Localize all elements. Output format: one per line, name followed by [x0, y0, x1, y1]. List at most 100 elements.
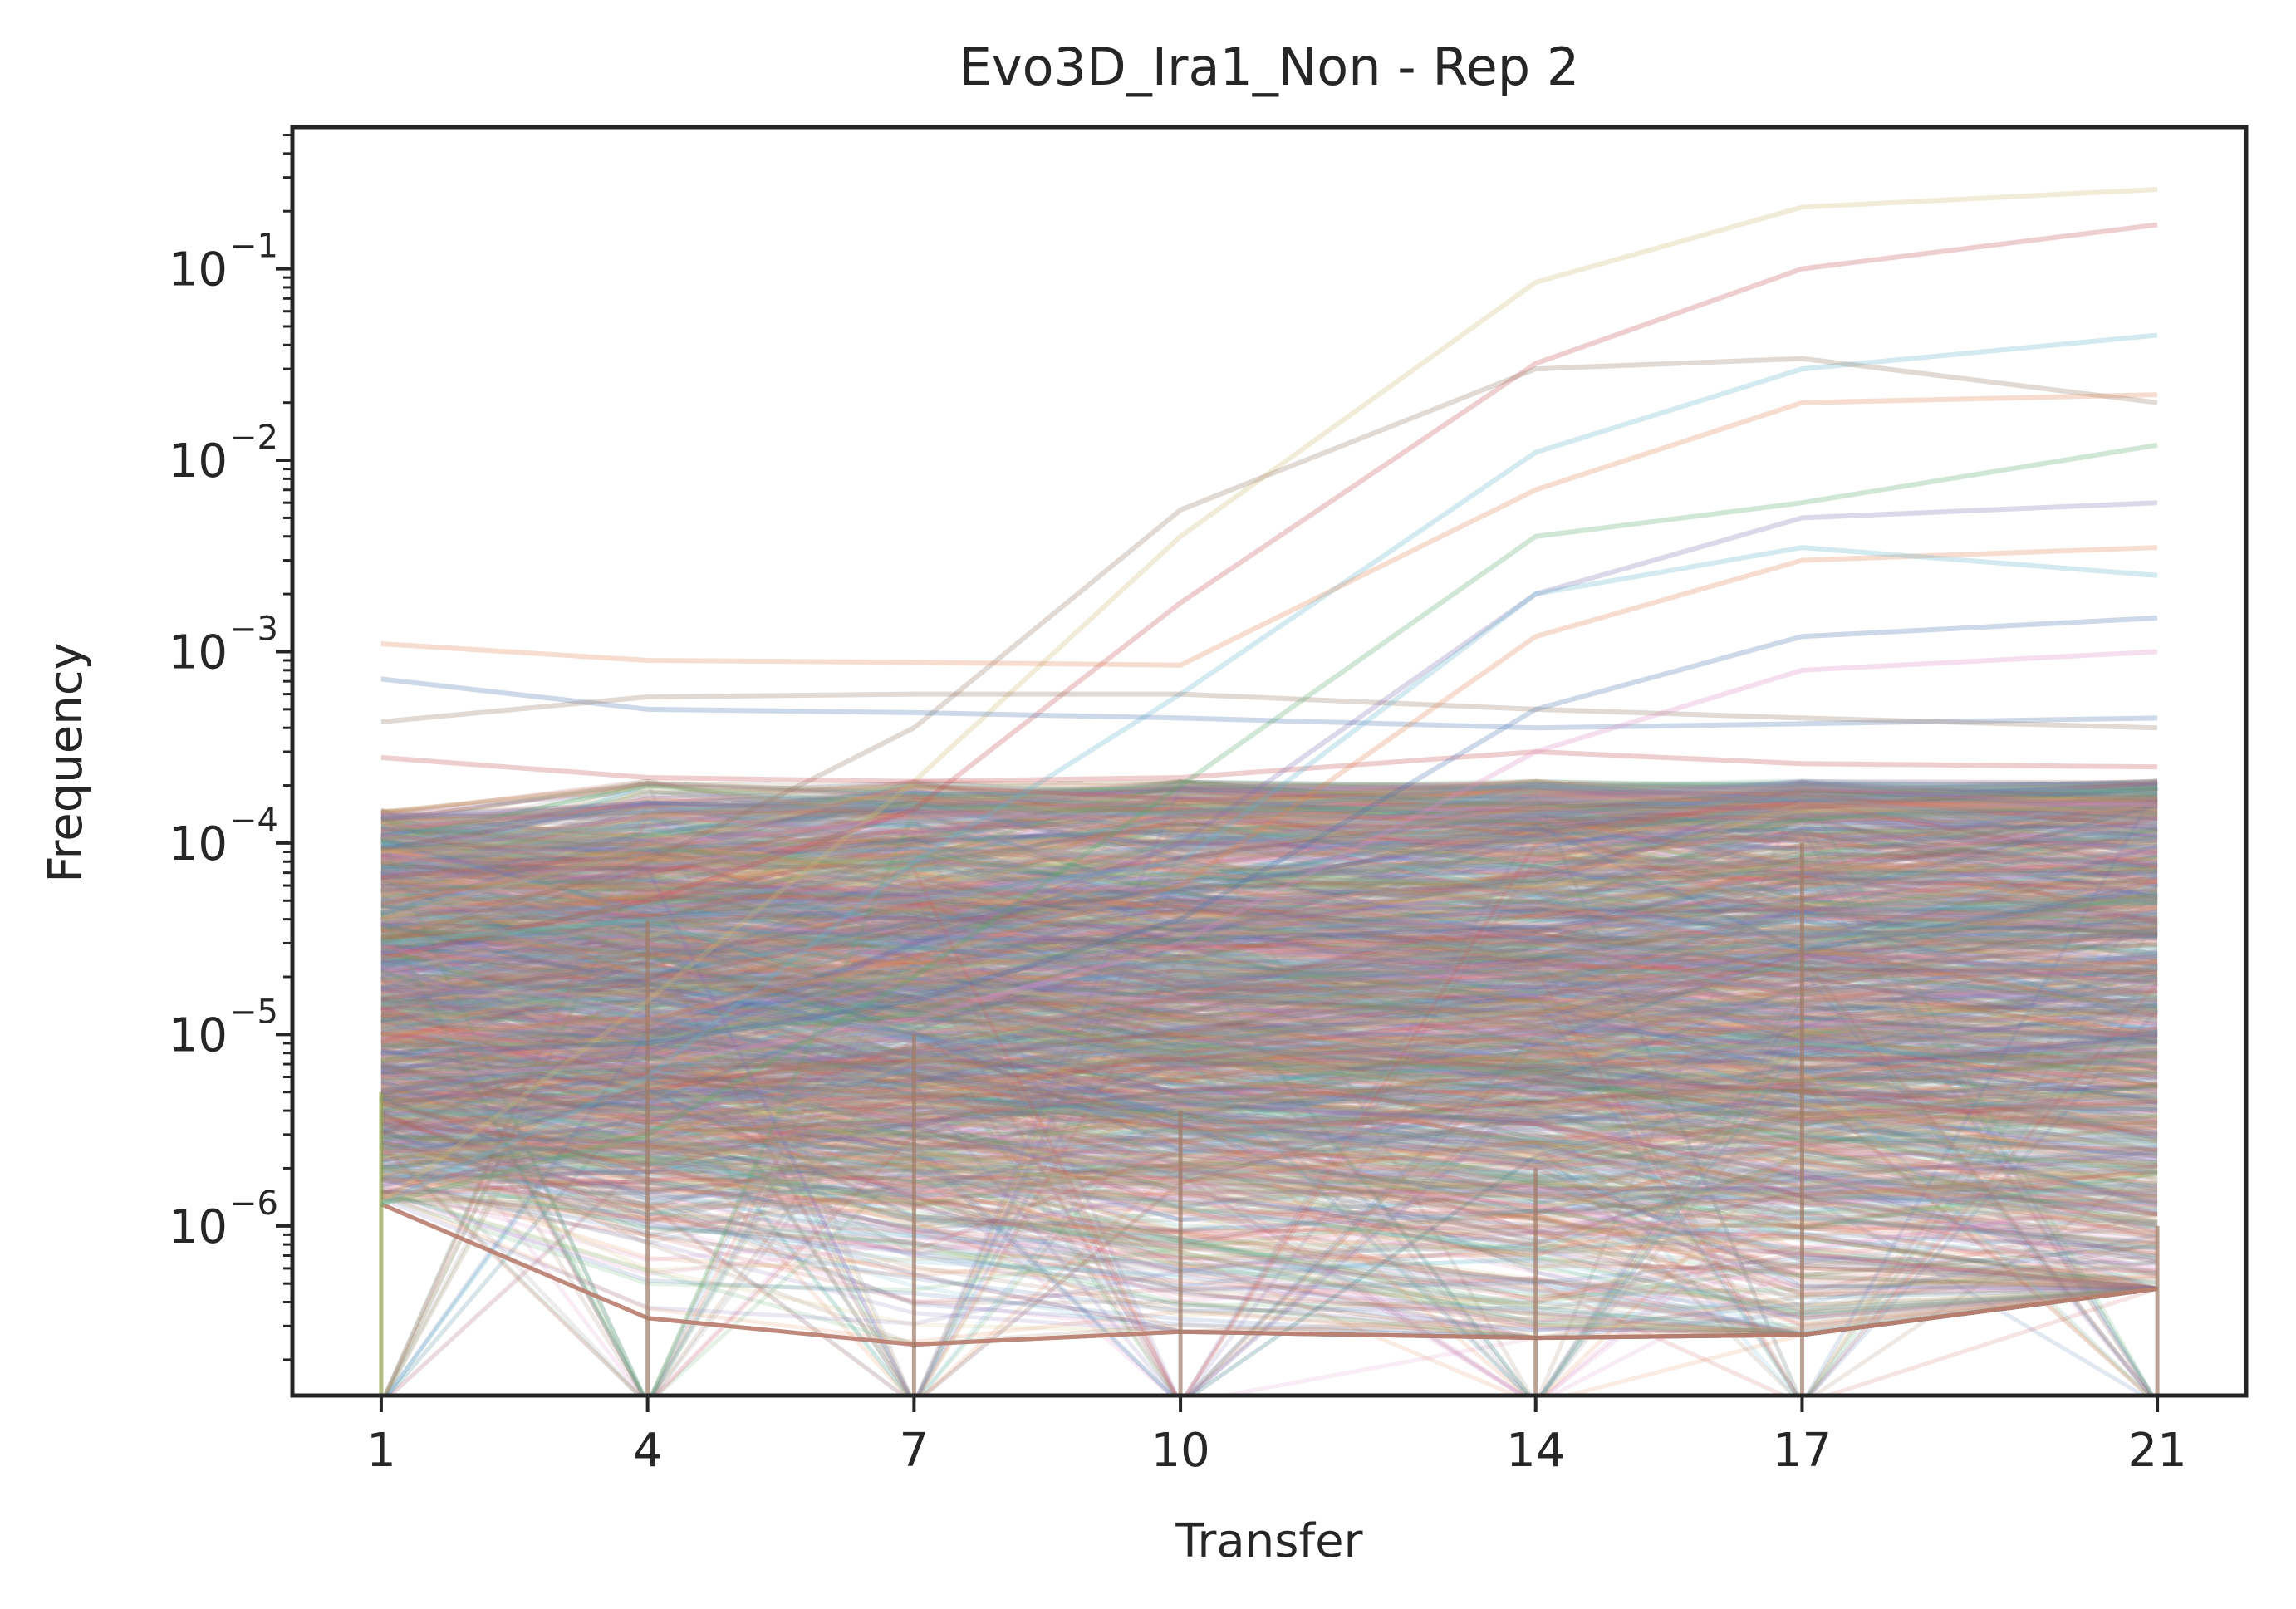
background-trajectory-line — [380, 793, 2158, 908]
background-trajectory-line — [380, 780, 2158, 900]
background-trajectory-line — [380, 779, 2158, 878]
background-trajectory-line — [380, 780, 2158, 830]
background-trajectory-line — [380, 782, 2158, 892]
background-trajectory-line — [380, 782, 2158, 821]
background-trajectory-line — [380, 812, 2158, 1396]
y-tick-label: 10 — [169, 1200, 228, 1254]
x-tick-label: 4 — [633, 1424, 663, 1478]
background-trajectory-line — [380, 802, 2158, 874]
background-trajectory-line — [380, 789, 2158, 907]
background-trajectory-line — [380, 802, 2158, 891]
background-trajectory-line — [380, 787, 2158, 946]
background-trajectory-line — [380, 780, 2158, 851]
background-trajectory-line — [380, 778, 2158, 878]
background-trajectory-line — [380, 781, 2158, 872]
background-trajectory-line — [382, 802, 2158, 1396]
background-trajectory-line — [380, 813, 2158, 919]
background-trajectory-line — [380, 796, 2158, 947]
background-trajectory-line — [380, 810, 2158, 901]
background-trajectory-line — [380, 778, 2158, 859]
background-trajectory-line — [380, 797, 2158, 905]
background-trajectory-line — [380, 780, 2158, 876]
series-line — [380, 545, 2158, 946]
background-trajectory-line — [380, 782, 2158, 869]
background-trajectory-line — [380, 792, 2158, 917]
background-trajectory-line — [380, 825, 2158, 909]
background-trajectory-line — [380, 782, 2158, 842]
background-trajectory-line — [380, 818, 2158, 899]
background-trajectory-line — [380, 797, 2158, 880]
series-line — [380, 500, 2158, 1095]
background-trajectory-line — [380, 788, 2158, 827]
x-tick-label: 7 — [900, 1424, 930, 1478]
background-trajectory-line — [380, 781, 2158, 915]
background-trajectory-line — [380, 802, 2158, 921]
y-axis-label: Frequency — [39, 642, 93, 882]
background-trajectory-line — [380, 831, 2158, 892]
background-trajectory-line — [380, 786, 2158, 991]
background-trajectory-line — [380, 800, 2158, 890]
y-tick-exponent: −6 — [229, 1185, 278, 1223]
background-trajectory-line — [380, 779, 2158, 866]
x-tick-label: 10 — [1150, 1424, 1209, 1478]
background-trajectory-line — [380, 787, 2158, 843]
background-trajectory-line — [380, 816, 2158, 910]
background-trajectory-line — [380, 782, 2155, 1396]
background-trajectory-line — [380, 778, 2158, 854]
background-trajectory-line — [380, 800, 2158, 943]
background-trajectory-line — [380, 779, 2158, 867]
background-trajectory-line — [380, 783, 2158, 930]
background-trajectory-line — [380, 783, 2158, 844]
background-trajectory-line — [380, 827, 2155, 1396]
background-trajectory-line — [380, 791, 2158, 857]
background-trajectory-line — [380, 810, 2158, 991]
background-trajectory-line — [380, 782, 2158, 888]
background-trajectory-line — [380, 778, 2158, 934]
background-trajectory-line — [380, 800, 2158, 889]
background-trajectory-line — [380, 822, 2158, 905]
background-trajectory-line — [380, 784, 2158, 846]
background-trajectory-line — [380, 783, 2158, 886]
background-trajectory-line — [380, 782, 2158, 951]
background-trajectory-line — [380, 785, 2158, 856]
background-trajectory-line — [380, 779, 2158, 936]
background-trajectory-line — [380, 797, 2158, 880]
background-trajectory-line — [380, 793, 2158, 924]
background-trajectory-line — [380, 800, 2158, 1018]
background-trajectory-line — [380, 784, 2158, 817]
background-trajectory-line — [380, 783, 2158, 941]
background-trajectory-line — [380, 804, 2158, 943]
background-trajectory-line — [380, 782, 2158, 872]
series-line — [380, 392, 2158, 668]
y-tick-label: 10 — [169, 1008, 228, 1062]
x-axis-label: Transfer — [1175, 1514, 1363, 1568]
background-trajectory-line — [380, 783, 2158, 843]
background-trajectory-line — [380, 795, 2158, 924]
background-trajectory-line — [380, 807, 2158, 892]
background-trajectory-line — [380, 782, 2158, 828]
y-tick-label: 10 — [169, 243, 228, 297]
background-trajectory-line — [380, 783, 2158, 921]
background-trajectory-line — [380, 788, 2158, 862]
y-tick-label: 10 — [169, 817, 228, 871]
background-trajectory-line — [380, 778, 2158, 866]
background-trajectory-line — [380, 780, 2158, 964]
background-trajectory-line — [380, 820, 2158, 898]
x-tick-label: 17 — [1773, 1424, 1832, 1478]
background-trajectory-line — [380, 791, 2158, 944]
background-trajectory-line — [380, 782, 2158, 915]
background-trajectory-line — [380, 785, 2158, 897]
background-trajectory-line — [380, 807, 2158, 846]
background-trajectory-line — [380, 794, 2158, 889]
background-trajectory-line — [380, 778, 2158, 893]
background-trajectory-line — [380, 801, 2158, 909]
background-trajectory-line — [380, 779, 2158, 912]
background-trajectory-line — [380, 831, 2158, 896]
background-trajectory-line — [380, 781, 2158, 887]
background-trajectory-line — [380, 778, 2158, 911]
background-trajectory-line — [380, 797, 2158, 928]
background-trajectory-line — [380, 796, 2158, 893]
background-trajectory-line — [380, 797, 2158, 878]
